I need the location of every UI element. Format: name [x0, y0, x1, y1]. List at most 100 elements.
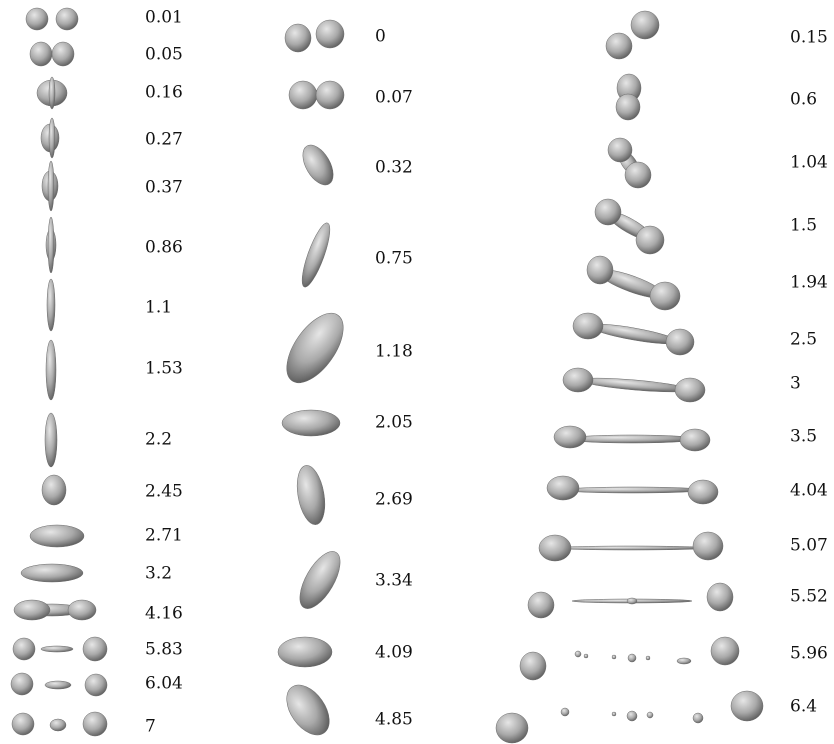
droplet: [11, 712, 35, 736]
droplet: [627, 653, 637, 663]
droplet: [649, 281, 681, 311]
droplet: [495, 712, 529, 744]
droplet: [301, 222, 331, 288]
droplet: [624, 161, 652, 189]
droplet: [607, 137, 633, 163]
time-label: 5.07: [790, 536, 828, 556]
droplet: [296, 465, 326, 525]
time-label: 0.27: [145, 130, 183, 150]
droplet: [692, 531, 724, 561]
droplet: [10, 672, 34, 696]
time-label: 3.2: [145, 564, 172, 584]
time-label: 1.1: [145, 298, 172, 318]
droplet: [41, 474, 67, 506]
droplet: [82, 711, 108, 737]
droplet: [574, 650, 582, 658]
droplet: [46, 278, 56, 332]
droplet: [554, 545, 708, 551]
time-label: 4.16: [145, 604, 183, 624]
time-label: 2.2: [145, 430, 172, 450]
time-label: 4.09: [375, 643, 413, 663]
droplet: [594, 198, 622, 226]
droplet: [679, 428, 711, 452]
droplet: [562, 367, 594, 393]
droplet: [572, 312, 604, 340]
time-labels: 0.010.050.160.270.370.861.11.532.22.452.…: [145, 8, 828, 737]
time-label: 0.05: [145, 45, 183, 65]
droplet: [546, 475, 580, 501]
time-label: 0.32: [375, 158, 413, 178]
droplet: [29, 524, 85, 548]
time-label: 4.04: [790, 481, 828, 501]
droplet: [315, 80, 345, 110]
droplet: [611, 711, 617, 717]
droplet: [706, 582, 734, 612]
droplet: [45, 339, 57, 401]
droplet: [49, 718, 67, 732]
droplet: [13, 599, 51, 621]
time-label: 0.6: [790, 90, 817, 110]
droplet: [687, 479, 719, 505]
droplet: [630, 10, 660, 40]
droplet: [47, 160, 55, 212]
time-label: 5.96: [790, 644, 828, 664]
droplet: [277, 636, 333, 668]
droplet: [674, 377, 706, 403]
droplet: [646, 711, 654, 719]
time-label: 5.83: [145, 640, 183, 660]
droplet: [586, 255, 614, 285]
droplet: [635, 225, 665, 255]
droplet: [676, 657, 692, 665]
time-label: 1.94: [790, 273, 828, 293]
droplet: [48, 117, 56, 159]
droplet: [47, 216, 55, 274]
time-label: 5.52: [790, 587, 828, 607]
droplet: [538, 534, 572, 562]
droplet: [67, 599, 97, 621]
droplet: [299, 551, 341, 609]
droplet: [51, 41, 75, 67]
droplet: [665, 328, 695, 356]
droplet: [20, 563, 84, 583]
droplet: [48, 76, 56, 110]
droplet: [519, 651, 547, 681]
droplet: [730, 690, 764, 722]
droplet: [84, 673, 108, 697]
time-label: 2.45: [145, 482, 183, 502]
time-label: 1.18: [375, 342, 413, 362]
droplet: [692, 712, 704, 724]
droplets: [10, 7, 764, 744]
droplet: [25, 7, 49, 31]
time-label: 2.05: [375, 413, 413, 433]
time-label: 6.4: [790, 697, 817, 717]
time-label: 1.53: [145, 359, 183, 379]
droplet: [583, 653, 589, 659]
time-label: 7: [145, 717, 156, 737]
droplet: [55, 7, 79, 31]
time-label: 0.86: [145, 238, 183, 258]
droplet: [40, 645, 74, 653]
droplet: [560, 707, 570, 717]
time-label: 1.5: [790, 216, 817, 236]
droplet: [288, 80, 318, 110]
time-label: 3: [790, 374, 801, 394]
time-label: 0.16: [145, 83, 183, 103]
droplet: [615, 93, 641, 121]
droplet: [645, 655, 651, 661]
time-label: 0.75: [375, 249, 413, 269]
time-label: 0.15: [790, 28, 828, 48]
droplet: [626, 710, 638, 722]
droplet: [579, 377, 691, 393]
time-label: 2.71: [145, 526, 183, 546]
droplet: [281, 409, 341, 437]
droplet: [44, 680, 72, 690]
droplet: [302, 144, 334, 186]
droplet: [562, 486, 704, 494]
time-label: 0.07: [375, 88, 413, 108]
droplet: [286, 684, 330, 736]
droplet: [611, 654, 617, 660]
droplet: [82, 636, 108, 662]
droplet: [566, 434, 698, 444]
droplet: [527, 591, 555, 619]
